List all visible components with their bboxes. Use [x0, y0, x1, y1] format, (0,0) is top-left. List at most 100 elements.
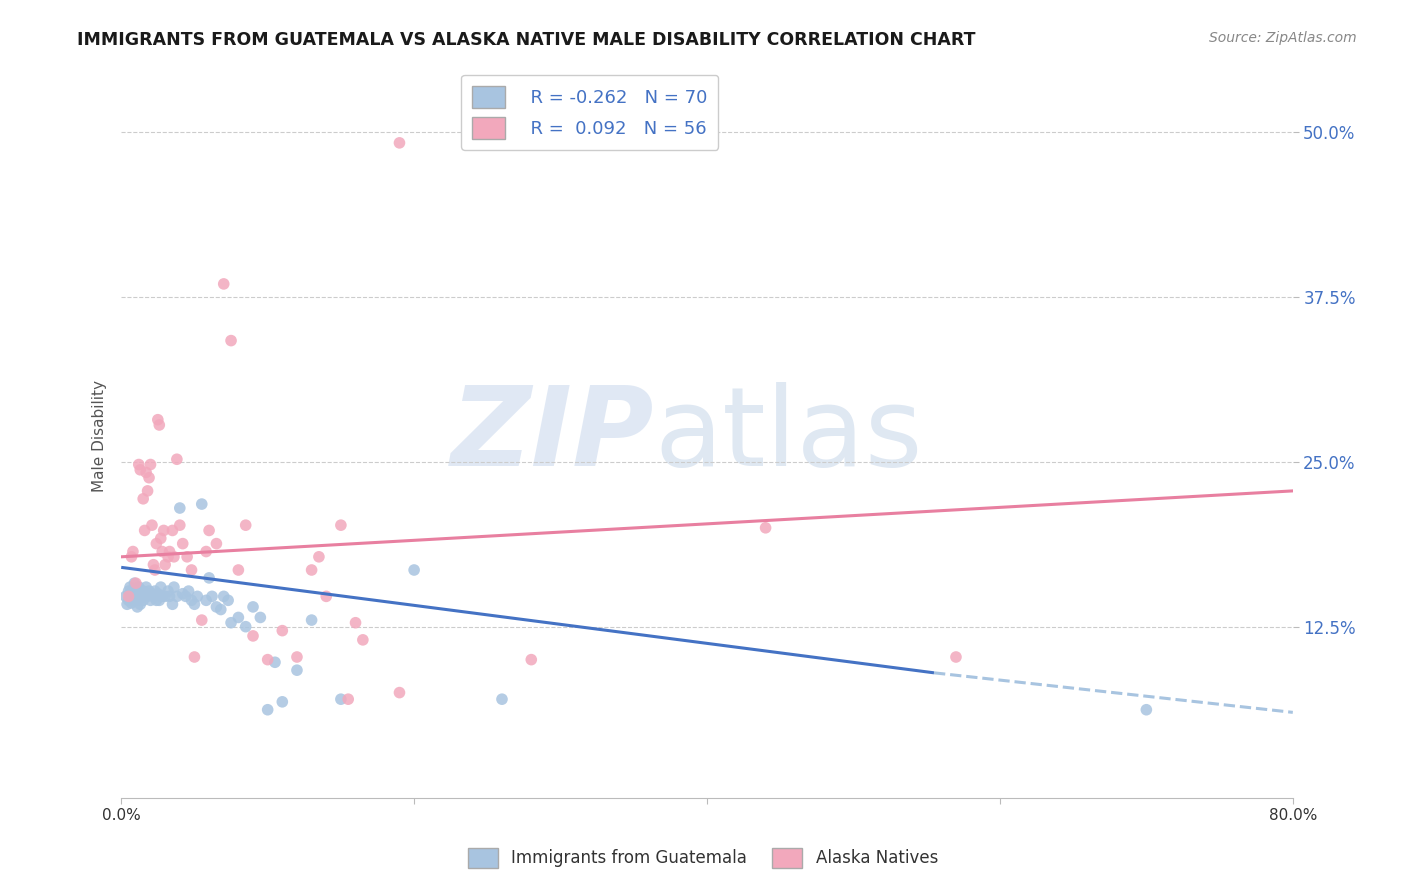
Point	[180, 563, 202, 577]
Point	[136, 483, 159, 498]
Point	[150, 544, 173, 558]
Point	[271, 624, 294, 638]
Point	[139, 593, 162, 607]
Point	[152, 524, 174, 538]
Legend: Immigrants from Guatemala, Alaska Natives: Immigrants from Guatemala, Alaska Native…	[461, 841, 945, 875]
Point	[228, 563, 250, 577]
Point	[285, 663, 308, 677]
Point	[145, 536, 167, 550]
Point	[198, 524, 221, 538]
Point	[128, 580, 150, 594]
Text: IMMIGRANTS FROM GUATEMALA VS ALASKA NATIVE MALE DISABILITY CORRELATION CHART: IMMIGRANTS FROM GUATEMALA VS ALASKA NATI…	[77, 31, 976, 49]
Point	[491, 692, 513, 706]
Point	[162, 524, 184, 538]
Point	[235, 620, 257, 634]
Point	[129, 590, 152, 604]
Point	[195, 544, 218, 558]
Point	[285, 650, 308, 665]
Point	[149, 532, 172, 546]
Point	[308, 549, 330, 564]
Point	[128, 587, 150, 601]
Point	[301, 563, 323, 577]
Point	[146, 587, 169, 601]
Point	[132, 593, 155, 607]
Point	[264, 655, 287, 669]
Point	[131, 590, 153, 604]
Point	[242, 599, 264, 614]
Point	[122, 544, 145, 558]
Point	[121, 590, 143, 604]
Text: atlas: atlas	[654, 382, 922, 489]
Point	[404, 563, 426, 577]
Point	[139, 458, 162, 472]
Point	[176, 549, 198, 564]
Point	[138, 471, 160, 485]
Text: Source: ZipAtlas.com: Source: ZipAtlas.com	[1209, 31, 1357, 45]
Point	[201, 590, 224, 604]
Legend:   R = -0.262   N = 70,   R =  0.092   N = 56: R = -0.262 N = 70, R = 0.092 N = 56	[461, 75, 718, 150]
Point	[219, 334, 242, 348]
Point	[134, 590, 156, 604]
Point	[132, 491, 155, 506]
Point	[125, 576, 148, 591]
Point	[169, 518, 191, 533]
Point	[124, 576, 146, 591]
Point	[143, 563, 166, 577]
Point	[301, 613, 323, 627]
Point	[122, 584, 145, 599]
Point	[329, 518, 352, 533]
Point	[122, 593, 145, 607]
Point	[145, 593, 167, 607]
Point	[172, 587, 194, 601]
Point	[249, 610, 271, 624]
Point	[121, 596, 143, 610]
Point	[162, 597, 184, 611]
Point	[127, 599, 149, 614]
Point	[118, 580, 141, 594]
Point	[242, 629, 264, 643]
Point	[388, 685, 411, 699]
Point	[212, 277, 235, 291]
Point	[127, 593, 149, 607]
Point	[344, 615, 367, 630]
Point	[153, 558, 176, 572]
Y-axis label: Male Disability: Male Disability	[93, 379, 107, 491]
Point	[148, 417, 170, 432]
Point	[143, 584, 166, 599]
Point	[329, 692, 352, 706]
Point	[124, 587, 146, 601]
Point	[142, 558, 165, 572]
Point	[352, 632, 374, 647]
Point	[159, 544, 181, 558]
Point	[138, 584, 160, 599]
Point	[198, 571, 221, 585]
Point	[142, 590, 165, 604]
Point	[134, 524, 156, 538]
Point	[388, 136, 411, 150]
Point	[118, 587, 141, 601]
Point	[129, 463, 152, 477]
Point	[183, 597, 205, 611]
Point	[129, 597, 152, 611]
Point	[205, 599, 228, 614]
Point	[125, 584, 148, 599]
Point	[128, 458, 150, 472]
Point	[337, 692, 360, 706]
Point	[183, 650, 205, 665]
Point	[256, 653, 278, 667]
Point	[195, 593, 218, 607]
Point	[174, 590, 197, 604]
Point	[153, 590, 176, 604]
Point	[121, 549, 143, 564]
Point	[271, 695, 294, 709]
Point	[212, 590, 235, 604]
Point	[117, 593, 139, 607]
Point	[166, 590, 188, 604]
Point	[755, 521, 778, 535]
Point	[209, 602, 232, 616]
Point	[235, 518, 257, 533]
Point	[141, 587, 163, 601]
Point	[117, 584, 139, 599]
Point	[125, 590, 148, 604]
Point	[191, 613, 214, 627]
